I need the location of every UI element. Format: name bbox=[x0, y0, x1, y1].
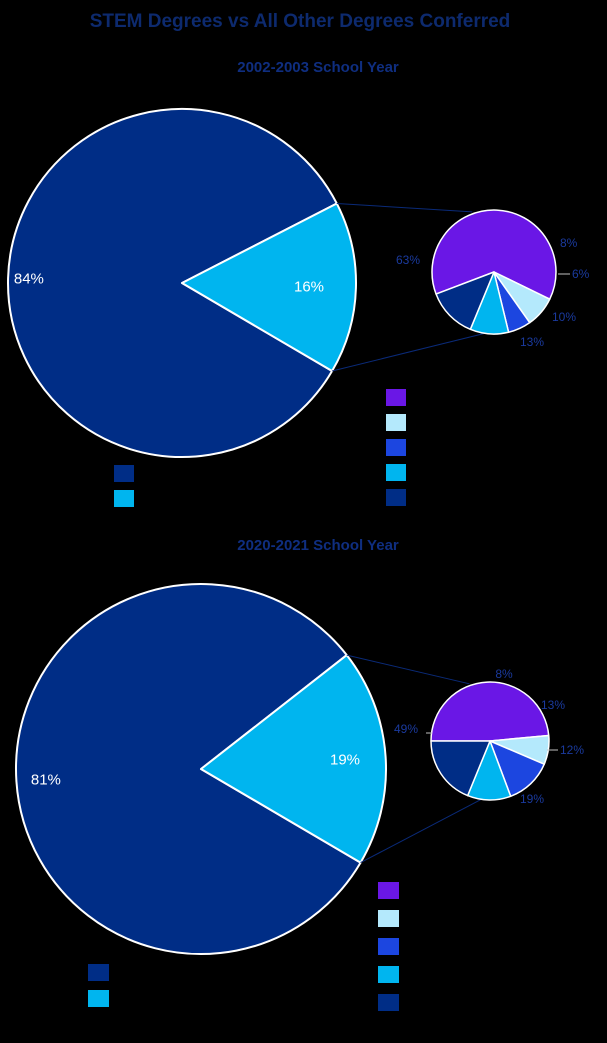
pie-slice bbox=[430, 740, 491, 797]
legend-swatch bbox=[378, 938, 399, 955]
connector-line bbox=[336, 203, 473, 213]
pie-slice bbox=[435, 271, 495, 331]
legend-swatch bbox=[378, 882, 399, 899]
slice-label: 63% bbox=[396, 253, 420, 267]
slice-label: 13% bbox=[541, 698, 565, 712]
chart-subtitle: 2020-2021 School Year bbox=[237, 537, 399, 554]
slice-label: 84% bbox=[14, 271, 44, 288]
legend-swatch bbox=[386, 489, 406, 506]
chart-subtitle: 2002-2003 School Year bbox=[237, 59, 399, 76]
legend-swatch bbox=[386, 464, 406, 481]
connector-line bbox=[360, 798, 482, 864]
connector-line bbox=[346, 654, 470, 685]
slice-label: 19% bbox=[520, 792, 544, 806]
slice-label: 8% bbox=[495, 667, 513, 681]
slice-label: 16% bbox=[294, 279, 324, 296]
legend-swatch bbox=[88, 990, 109, 1007]
slice-label: 8% bbox=[560, 236, 578, 250]
slice-label: 12% bbox=[560, 743, 584, 757]
legend-swatch bbox=[88, 964, 109, 981]
legend-swatch bbox=[378, 966, 399, 983]
slice-label: 49% bbox=[394, 722, 418, 736]
pie-slice bbox=[181, 202, 357, 373]
pie-slice bbox=[7, 108, 338, 458]
legend-swatch bbox=[114, 490, 134, 507]
legend-swatch bbox=[378, 910, 399, 927]
connector-line bbox=[331, 332, 485, 372]
pie-slice bbox=[200, 654, 387, 864]
pie-slice bbox=[430, 681, 550, 742]
legend-swatch bbox=[378, 994, 399, 1011]
pie-slice bbox=[15, 583, 362, 955]
slice-label: 10% bbox=[552, 310, 576, 324]
legend-swatch bbox=[386, 414, 406, 431]
slice-label: 19% bbox=[330, 751, 360, 768]
legend-swatch bbox=[114, 465, 134, 482]
legend-swatch bbox=[386, 439, 406, 456]
pie-slice bbox=[431, 209, 557, 300]
slice-label: 13% bbox=[520, 335, 544, 349]
chart-title: STEM Degrees vs All Other Degrees Confer… bbox=[90, 11, 511, 32]
slice-label: 6% bbox=[572, 267, 590, 281]
legend-swatch bbox=[386, 389, 406, 406]
slice-label: 81% bbox=[31, 771, 61, 788]
